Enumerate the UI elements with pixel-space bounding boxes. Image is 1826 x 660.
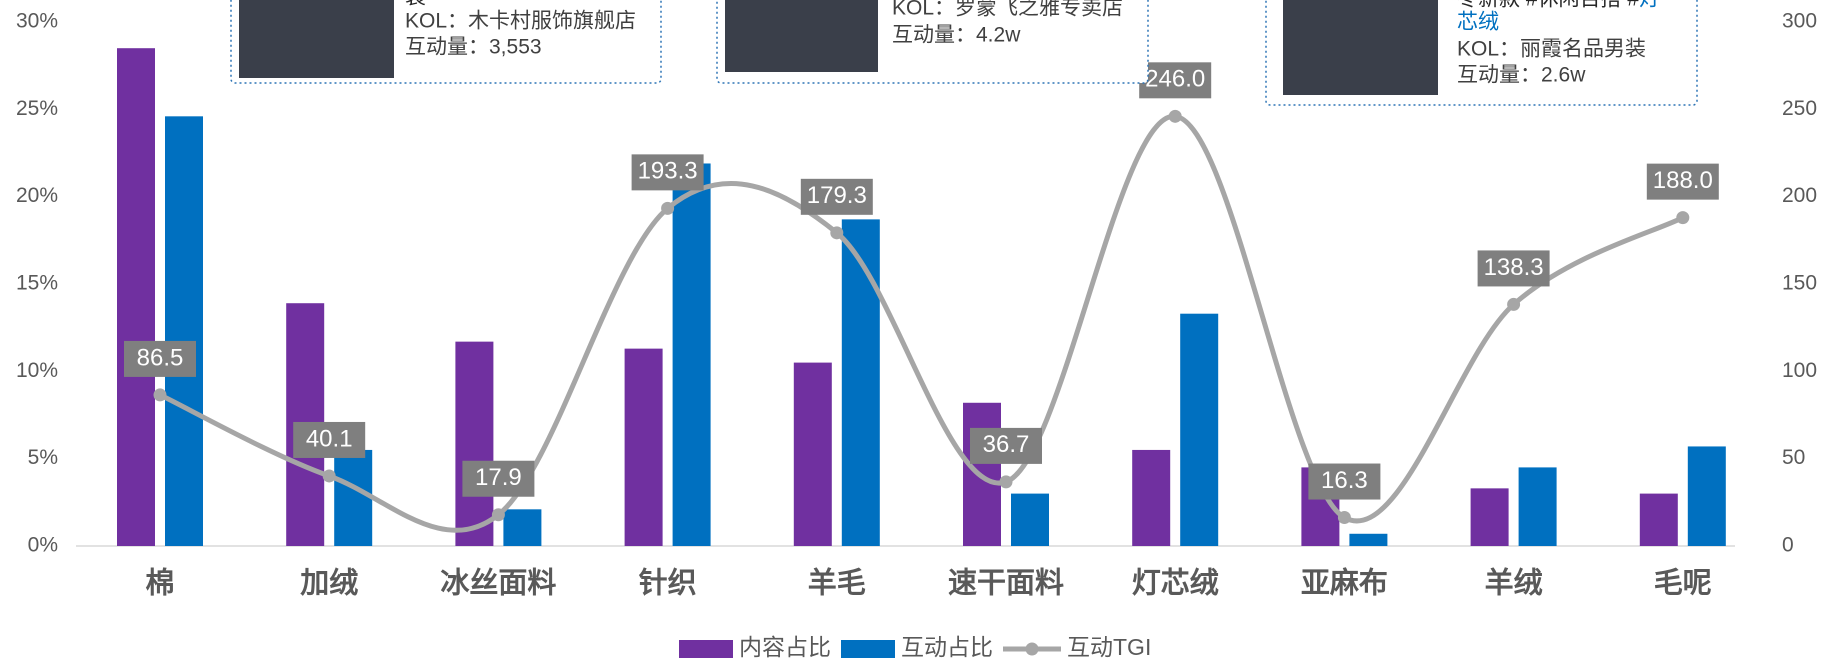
bar bbox=[1180, 313, 1219, 546]
bar bbox=[624, 348, 663, 546]
x-tick-label: 亚麻布 bbox=[1301, 566, 1388, 600]
tgi-point bbox=[830, 226, 844, 240]
x-tick-label: 灯芯绒 bbox=[1132, 567, 1219, 600]
legend-swatch bbox=[841, 640, 895, 658]
bar bbox=[793, 362, 832, 546]
value-label: 86.5 bbox=[137, 344, 184, 371]
y2-tick-label: 0 bbox=[1782, 534, 1794, 557]
annotation-tag: 芯绒 bbox=[1457, 11, 1499, 34]
value-label-box bbox=[1477, 250, 1550, 287]
value-label-box bbox=[631, 154, 704, 191]
annotation-image bbox=[1283, 0, 1438, 95]
tgi-point bbox=[661, 201, 675, 215]
bar bbox=[117, 48, 155, 546]
annotation-interaction: 互动量：2.6w bbox=[1457, 64, 1586, 87]
bar bbox=[1011, 493, 1049, 546]
annotation-kol: KOL：丽霞名品男装 bbox=[1457, 38, 1646, 61]
y-tick-label: 0% bbox=[28, 534, 58, 557]
y-tick-label: 5% bbox=[28, 446, 58, 469]
bar bbox=[1470, 488, 1509, 546]
bar bbox=[1132, 449, 1171, 546]
annotation-kol: KOL：木卡村服饰旗舰店 bbox=[405, 10, 636, 33]
tgi-point bbox=[1676, 211, 1690, 225]
bar bbox=[334, 449, 373, 546]
x-tick-label: 羊绒 bbox=[1485, 566, 1543, 600]
bar bbox=[455, 341, 494, 546]
tgi-point bbox=[1337, 511, 1351, 525]
value-label-box bbox=[293, 421, 366, 458]
tgi-point bbox=[1168, 109, 1182, 123]
y2-tick-label: 150 bbox=[1782, 272, 1817, 295]
tgi-point bbox=[322, 469, 336, 483]
y-tick-label: 10% bbox=[16, 359, 58, 382]
value-label-box bbox=[1308, 463, 1381, 500]
y-tick-label: 30% bbox=[16, 10, 58, 33]
value-label: 138.3 bbox=[1484, 254, 1544, 281]
legend-swatch bbox=[1025, 642, 1039, 656]
value-label-box bbox=[462, 460, 535, 497]
y2-tick-label: 250 bbox=[1782, 97, 1817, 120]
annotation-title: 装 bbox=[405, 0, 426, 9]
bar bbox=[165, 116, 203, 546]
annotation-interaction: 互动量：3,553 bbox=[405, 36, 542, 59]
x-tick-label: 毛呢 bbox=[1654, 567, 1712, 600]
value-label: 36.7 bbox=[983, 431, 1030, 458]
y2-tick-label: 300 bbox=[1782, 10, 1817, 33]
legend-swatch bbox=[679, 640, 733, 658]
annotation-kol: KOL：罗蒙飞之雅专卖店 bbox=[892, 0, 1123, 20]
y2-tick-label: 200 bbox=[1782, 184, 1817, 207]
bar bbox=[503, 509, 542, 546]
y-tick-label: 20% bbox=[16, 184, 58, 207]
bar bbox=[1639, 493, 1678, 546]
x-tick-label: 针织 bbox=[639, 567, 697, 600]
x-tick-label: 速干面料 bbox=[948, 567, 1064, 600]
value-label: 193.3 bbox=[638, 158, 698, 185]
value-label: 179.3 bbox=[807, 182, 867, 209]
bar bbox=[672, 163, 711, 547]
y-tick-label: 25% bbox=[16, 97, 58, 120]
value-label: 40.1 bbox=[306, 425, 353, 452]
y-tick-label: 15% bbox=[16, 272, 58, 295]
tgi-point bbox=[1507, 297, 1521, 311]
value-label-box bbox=[1646, 163, 1719, 200]
value-label-box bbox=[970, 427, 1042, 464]
value-label-box bbox=[124, 340, 196, 377]
y2-tick-label: 50 bbox=[1782, 446, 1805, 469]
annotation-interaction: 互动量：4.2w bbox=[892, 24, 1021, 47]
tgi-point bbox=[491, 508, 505, 522]
value-label: 16.3 bbox=[1321, 467, 1368, 494]
value-label: 188.0 bbox=[1653, 167, 1713, 194]
bar bbox=[841, 219, 880, 546]
value-label: 17.9 bbox=[475, 464, 522, 491]
y2-tick-label: 100 bbox=[1782, 359, 1817, 382]
annotation-image bbox=[239, 0, 394, 78]
bar bbox=[1687, 446, 1726, 546]
bar bbox=[1518, 467, 1557, 546]
tgi-point bbox=[153, 388, 167, 402]
x-tick-label: 加绒 bbox=[300, 567, 358, 600]
bar bbox=[1349, 533, 1388, 546]
legend-label: 互动占比 bbox=[901, 634, 993, 660]
annotation-tag: 灯 bbox=[1639, 0, 1660, 11]
value-label-box bbox=[800, 178, 873, 215]
annotation-title: 冬新款 #休闲百搭 # bbox=[1457, 0, 1639, 11]
value-label: 246.0 bbox=[1145, 66, 1205, 93]
legend-label: 内容占比 bbox=[739, 634, 831, 660]
annotation-image bbox=[725, 0, 878, 72]
value-label-box bbox=[1139, 62, 1212, 99]
x-tick-label: 羊毛 bbox=[808, 566, 866, 600]
legend-label: 互动TGI bbox=[1067, 634, 1151, 660]
tgi-line bbox=[158, 113, 1684, 533]
x-tick-label: 棉 bbox=[145, 567, 174, 600]
x-tick-label: 冰丝面料 bbox=[440, 567, 556, 600]
tgi-point bbox=[999, 475, 1013, 489]
